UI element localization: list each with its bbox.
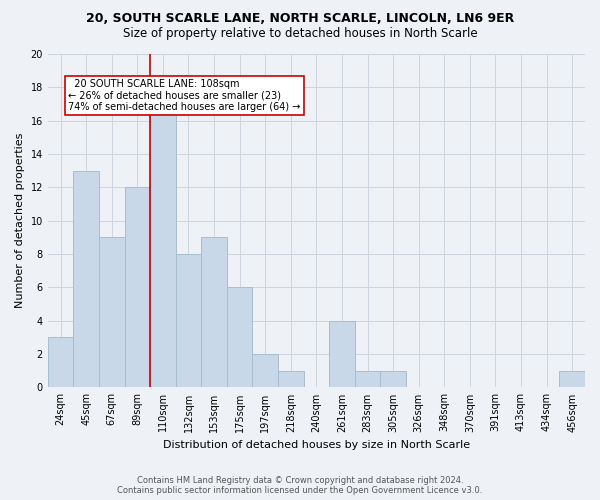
Bar [278, 371, 304, 388]
Bar [355, 371, 380, 388]
Bar [150, 104, 176, 388]
Bar [201, 238, 227, 388]
Text: 20 SOUTH SCARLE LANE: 108sqm
← 26% of detached houses are smaller (23)
74% of se: 20 SOUTH SCARLE LANE: 108sqm ← 26% of de… [68, 79, 301, 112]
Text: Size of property relative to detached houses in North Scarle: Size of property relative to detached ho… [122, 28, 478, 40]
Text: 20, SOUTH SCARLE LANE, NORTH SCARLE, LINCOLN, LN6 9ER: 20, SOUTH SCARLE LANE, NORTH SCARLE, LIN… [86, 12, 514, 26]
Bar [380, 371, 406, 388]
Bar [253, 354, 278, 388]
Text: Contains HM Land Registry data © Crown copyright and database right 2024.
Contai: Contains HM Land Registry data © Crown c… [118, 476, 482, 495]
Bar [227, 288, 253, 388]
Bar [73, 170, 99, 388]
Bar [99, 238, 125, 388]
Bar [48, 338, 73, 388]
X-axis label: Distribution of detached houses by size in North Scarle: Distribution of detached houses by size … [163, 440, 470, 450]
Bar [559, 371, 585, 388]
Y-axis label: Number of detached properties: Number of detached properties [15, 133, 25, 308]
Bar [329, 320, 355, 388]
Bar [176, 254, 201, 388]
Bar [125, 188, 150, 388]
